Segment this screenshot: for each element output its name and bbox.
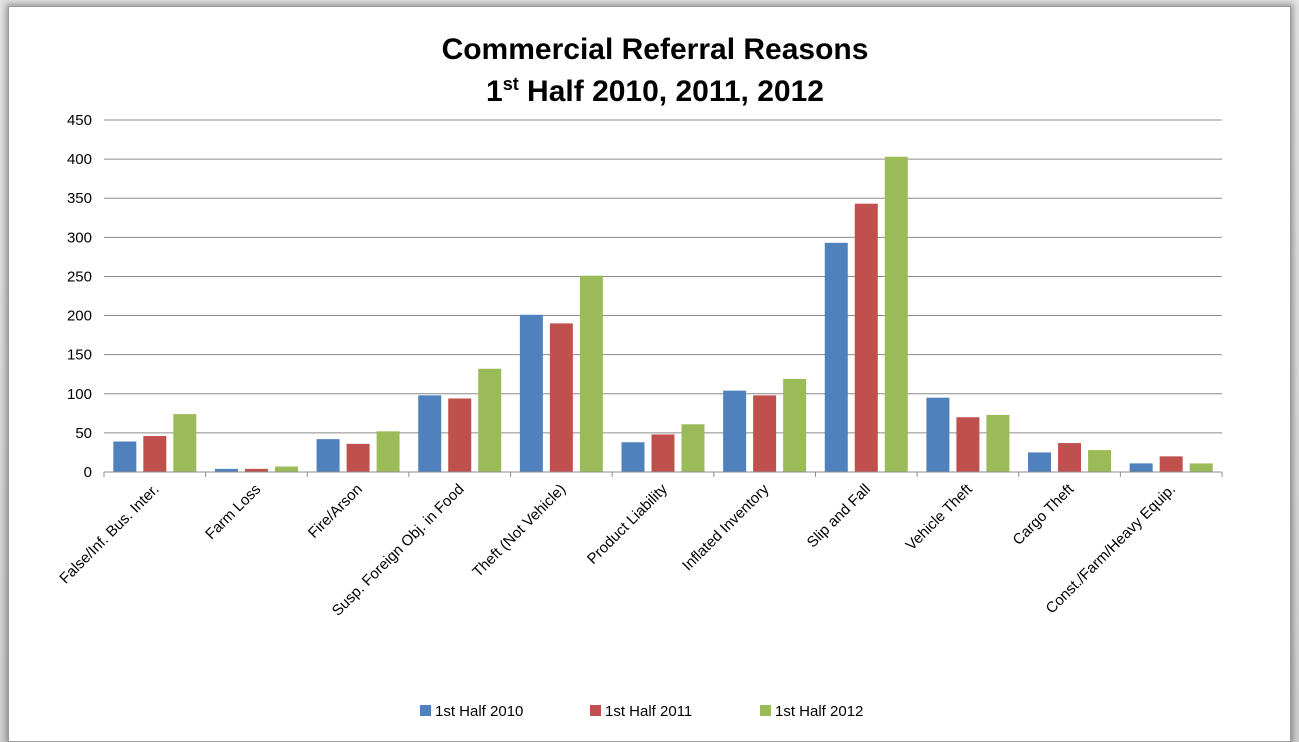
y-tick-label: 250 [67, 268, 92, 285]
y-tick-label: 200 [67, 308, 92, 325]
y-tick-label: 400 [67, 151, 92, 168]
bar [1189, 463, 1213, 472]
bar [244, 468, 268, 472]
bar [173, 414, 197, 472]
subtitle-superscript: st [503, 74, 519, 94]
y-tick-label: 50 [75, 425, 92, 442]
legend-label: 1st Half 2012 [775, 703, 863, 720]
bar [478, 368, 502, 472]
bar [113, 441, 137, 472]
chart-subtitle: 1st Half 2010, 2011, 2012 [486, 74, 824, 108]
y-tick-label: 100 [67, 386, 92, 403]
bar [519, 314, 543, 472]
bar [143, 436, 167, 472]
bar [418, 395, 442, 472]
bar [1028, 452, 1052, 472]
bar [1058, 443, 1082, 472]
y-tick-label: 450 [67, 112, 92, 129]
bar [376, 431, 400, 472]
legend-swatch [420, 705, 431, 716]
bar [579, 275, 603, 472]
legend-label: 1st Half 2010 [435, 703, 523, 720]
bar [884, 156, 908, 472]
legend: 1st Half 2010 1st Half 2011 1st Half 2012 [420, 703, 863, 720]
bar [854, 203, 878, 472]
bar [448, 398, 472, 472]
x-category-label: Slip and Fall [804, 481, 874, 551]
subtitle-rest: Half 2010, 2011, 2012 [519, 75, 824, 108]
bar [723, 390, 747, 472]
x-category-label: False/Inf. Bus. Inter. [56, 481, 162, 587]
bar [753, 395, 777, 472]
y-tick-label: 300 [67, 229, 92, 246]
bar [1159, 456, 1183, 472]
x-axis-labels: False/Inf. Bus. Inter. Farm Loss Fire/Arso… [56, 480, 1179, 619]
bar [1088, 450, 1112, 472]
bar [1129, 463, 1153, 472]
bar [274, 466, 298, 472]
x-category-label: Inflated Inventory [679, 480, 773, 574]
legend-label: 1st Half 2011 [605, 703, 692, 720]
bar [214, 468, 238, 472]
x-axis [103, 471, 1223, 477]
bar [681, 424, 705, 472]
legend-swatch [590, 705, 601, 716]
bar [986, 414, 1010, 472]
y-axis-ticks: 0 50 100 150 200 250 300 350 400 450 [67, 112, 92, 481]
x-category-label: Vehicle Theft [903, 480, 977, 554]
bar [926, 397, 950, 472]
y-tick-label: 350 [67, 190, 92, 207]
chart-panel [8, 6, 1291, 742]
chart-title: Commercial Referral Reasons [442, 33, 869, 66]
bar [956, 417, 980, 472]
bars [113, 156, 1213, 472]
gridlines [104, 119, 1222, 434]
x-category-label: Farm Loss [202, 481, 264, 543]
bar [549, 323, 573, 472]
bar [316, 439, 340, 472]
x-category-label: Fire/Arson [305, 481, 366, 542]
legend-swatch [760, 705, 771, 716]
y-tick-label: 150 [67, 347, 92, 364]
subtitle-prefix: 1 [486, 75, 503, 108]
y-tick-label: 0 [84, 464, 92, 481]
x-category-label: Theft (Not Vehicle) [469, 481, 569, 581]
bar [824, 242, 848, 472]
bar [651, 434, 675, 472]
bar [621, 442, 645, 472]
bar [783, 378, 807, 472]
x-category-label: Product Liability [584, 480, 671, 567]
bar [346, 443, 370, 472]
x-category-label: Cargo Theft [1010, 480, 1078, 548]
